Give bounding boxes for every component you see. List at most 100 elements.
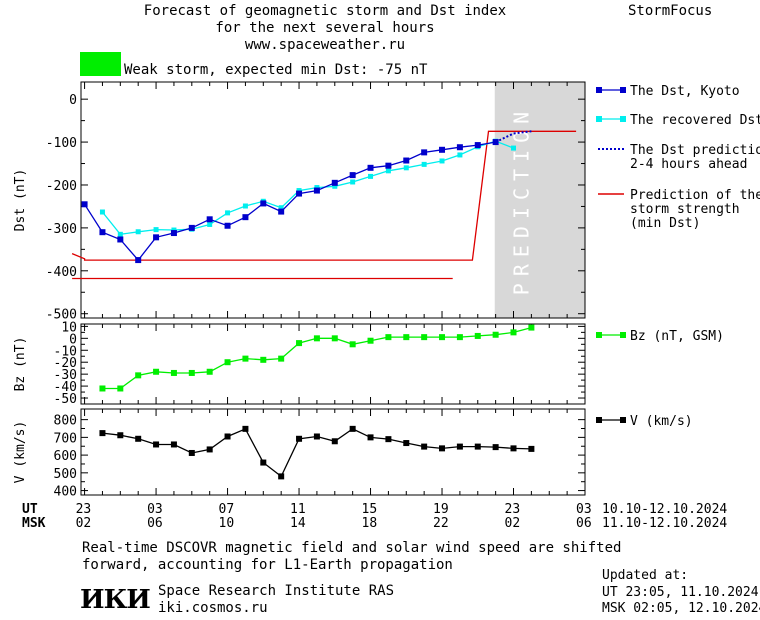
storm-status-text: Weak storm, expected min Dst: -75 nT (124, 62, 428, 78)
legend-v-marker (620, 417, 626, 423)
legend-prediction-label: The Dst prediction (630, 143, 760, 158)
legend-min-dst-label: Prediction of the (630, 188, 760, 203)
bz-point (206, 368, 213, 375)
bz-ytick-label: -50 (54, 392, 77, 407)
bz-point (385, 334, 392, 341)
dst-ytick-label: -400 (46, 265, 77, 280)
v-point (153, 441, 160, 448)
ut-tick-label: 03 (147, 502, 163, 517)
msk-tick-label: 22 (433, 516, 449, 531)
kyoto-dst-point (331, 179, 338, 186)
recovered-dst-point (207, 221, 213, 227)
v-point (331, 438, 338, 445)
v-point (403, 440, 410, 447)
dst-ytick-label: -300 (46, 222, 77, 237)
kyoto-dst-point (81, 201, 88, 208)
dst-ytick-label: 0 (69, 93, 77, 108)
v-point (242, 425, 249, 432)
legend-v-label: V (km/s) (630, 414, 693, 429)
kyoto-dst-line (84, 141, 496, 262)
note-line-1: Real-time DSCOVR magnetic field and sola… (82, 540, 622, 556)
legend-recovered-label: The recovered Dst (630, 113, 760, 128)
v-point (170, 441, 177, 448)
dst-frame (80, 81, 586, 319)
recovered-dst-point (117, 231, 123, 237)
v-ytick-label: 500 (54, 467, 77, 482)
kyoto-dst-point (260, 200, 267, 207)
legend-kyoto-marker (596, 87, 602, 93)
title-line-1: Forecast of geomagnetic storm and Dst in… (143, 3, 507, 19)
recovered-dst-point (171, 227, 177, 233)
ut-axis-label: UT (22, 502, 38, 517)
msk-tick-label: 18 (361, 516, 378, 531)
recovered-dst-point (153, 227, 159, 233)
bz-ytick-label: -20 (54, 356, 77, 371)
min-dst-prediction-line (71, 130, 577, 261)
updated-msk: MSK 02:05, 12.10.2024 (602, 601, 760, 616)
v-point (492, 444, 499, 451)
prediction-annotation: PREDICTION (510, 105, 534, 295)
bz-point (474, 332, 481, 339)
v-ytick-label: 600 (54, 449, 77, 464)
institute-site: iki.cosmos.ru (158, 600, 268, 616)
bz-point (528, 324, 535, 331)
msk-tick-label: 02 (75, 516, 92, 531)
kyoto-dst-point (206, 216, 213, 223)
kyoto-dst-point (99, 229, 106, 236)
storm-status-swatch (80, 52, 121, 76)
kyoto-dst-point (170, 230, 177, 237)
bz-point (313, 335, 320, 342)
bz-point (421, 334, 428, 341)
iki-logo: ИКИ (80, 585, 151, 615)
v-point (224, 433, 231, 440)
institute-name: Space Research Institute RAS (158, 583, 395, 599)
bz-ytick-label: -10 (54, 344, 77, 359)
bz-point (331, 335, 338, 342)
bz-point (99, 385, 106, 392)
kyoto-dst-point (224, 222, 231, 229)
bz-point (242, 355, 249, 362)
recovered-dst-point (314, 185, 320, 191)
recovered-dst-point (421, 161, 427, 167)
title-line-2: for the next several hours (215, 20, 435, 36)
legend-kyoto-label: The Dst, Kyoto (630, 84, 740, 99)
bz-point (224, 359, 231, 366)
kyoto-dst-point (296, 190, 303, 197)
kyoto-dst-point (403, 157, 410, 164)
ut-tick-label: 19 (433, 502, 449, 517)
bz-point (349, 341, 356, 348)
v-point (510, 445, 517, 452)
dst-ylabel: Dst (nT) (13, 169, 28, 232)
bz-point (170, 369, 177, 376)
note-line-2: forward, accounting for L1-Earth propaga… (82, 557, 453, 573)
legend: The Dst, Kyoto The recovered Dst The Dst p… (596, 84, 760, 429)
kyoto-dst-point (117, 236, 124, 243)
legend-kyoto-marker (620, 87, 626, 93)
legend-min-dst-label: storm strength (630, 202, 740, 217)
bz-point (456, 334, 463, 341)
prediction-zone (494, 82, 585, 318)
ut-tick-label: 15 (361, 502, 378, 517)
ut-tick-label: 07 (218, 502, 235, 517)
dst-ytick-label: -200 (46, 179, 77, 194)
kyoto-dst-point (242, 214, 249, 221)
bz-point (510, 329, 517, 336)
bz-ylabel: Bz (nT) (13, 337, 28, 392)
v-point (439, 445, 446, 452)
recovered-dst-line (101, 140, 514, 235)
msk-tick-label: 14 (290, 516, 306, 531)
bz-point (296, 340, 303, 347)
kyoto-dst-point (153, 234, 160, 241)
v-point (99, 430, 106, 437)
bz-ytick-label: -40 (54, 380, 77, 395)
msk-axis-label: MSK (22, 516, 46, 531)
recovered-dst-point (385, 168, 391, 174)
dst-panel: 0 -100 -200 -300 -400 -500 Dst (nT) PREDICTION (13, 81, 586, 323)
bz-ytick-label: 10 (61, 320, 77, 335)
chart-title: Forecast of geomagnetic storm and Dst in… (110, 3, 540, 54)
bz-point (403, 334, 410, 341)
msk-tick-label: 10 (218, 516, 235, 531)
bz-ytick-label: 0 (69, 332, 77, 347)
bz-point (117, 385, 124, 392)
bz-ytick-label: -30 (54, 368, 77, 383)
